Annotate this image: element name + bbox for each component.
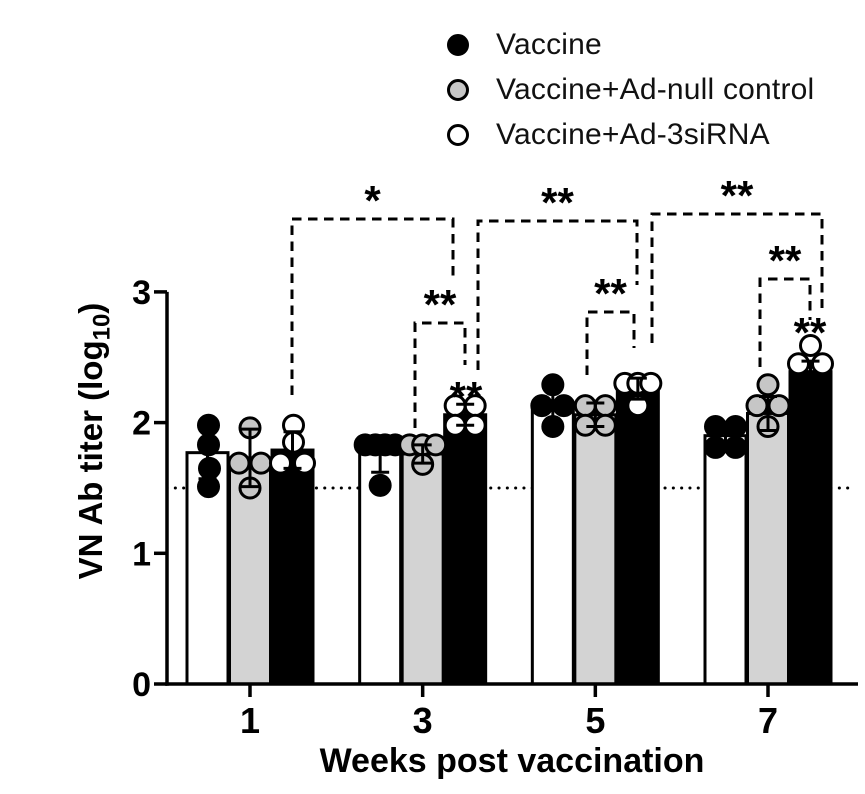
y-tick-label: 0 — [132, 666, 151, 704]
significance-bracket — [650, 212, 824, 343]
y-tick-label: 2 — [132, 405, 151, 443]
legend-item-ad-3sirna: Vaccine+Ad-3siRNA — [446, 112, 814, 157]
legend-item-label: Vaccine+Ad-null control — [496, 72, 815, 106]
legend-item-ad-null-control: Vaccine+Ad-null control — [446, 67, 814, 112]
significance-label: ** — [541, 179, 574, 226]
significance-label: ** — [424, 281, 457, 328]
legend-item-vaccine: Vaccine — [446, 22, 814, 67]
legend-item-label: Vaccine — [496, 27, 602, 61]
data-point — [293, 451, 316, 475]
x-axis-title: Weeks post vaccination — [319, 742, 705, 780]
significance-label: ** — [769, 237, 802, 284]
significance-bracket — [476, 219, 639, 370]
bar — [788, 370, 833, 686]
data-point — [756, 373, 780, 397]
significance-bracket — [585, 310, 636, 375]
bar — [746, 411, 791, 686]
data-point — [745, 394, 769, 418]
legend-item-label: Vaccine+Ad-3siRNA — [496, 117, 770, 151]
x-tick-label: 7 — [758, 700, 778, 741]
data-point — [368, 473, 392, 497]
data-point — [811, 352, 835, 376]
filled-circle-icon — [447, 33, 469, 56]
bar — [443, 413, 488, 686]
data-point — [639, 371, 663, 395]
significance-bracket — [413, 321, 467, 428]
y-axis-title-close: ) — [72, 302, 109, 314]
data-point — [787, 352, 811, 376]
y-tick-label: 3 — [132, 274, 151, 312]
open-circle-icon — [447, 123, 469, 146]
data-point — [593, 394, 617, 418]
data-point — [799, 333, 823, 357]
y-axis-title: VN Ab titer (log10) — [72, 230, 116, 652]
legend: Vaccine Vaccine+Ad-null control Vaccine+… — [446, 22, 814, 157]
bar — [615, 387, 660, 686]
significance-bracket — [290, 217, 455, 395]
significance-bracket — [758, 277, 812, 367]
data-point — [552, 394, 576, 418]
y-axis-title-subscript: 10 — [88, 313, 116, 341]
bar — [703, 434, 748, 686]
bar — [573, 413, 618, 686]
x-tick-label: 3 — [413, 700, 433, 741]
data-point — [249, 451, 273, 475]
significance-label: ** — [450, 373, 483, 420]
bar — [530, 405, 575, 686]
data-point — [704, 415, 728, 439]
significance-label: ** — [594, 270, 627, 317]
x-tick-label: 1 — [240, 700, 260, 741]
data-point — [767, 394, 791, 418]
y-tick-label: 1 — [132, 535, 151, 573]
significance-label: * — [364, 177, 381, 224]
data-point — [269, 451, 292, 475]
significance-label: ** — [721, 172, 754, 219]
bar — [400, 452, 445, 686]
gray-circle-icon — [447, 78, 469, 101]
data-point — [724, 415, 748, 439]
y-axis-title-text: VN Ab titer (log — [72, 340, 109, 580]
data-point — [573, 394, 597, 418]
significance-label: ** — [794, 309, 827, 356]
data-point — [227, 451, 251, 475]
x-tick-label: 5 — [585, 700, 605, 741]
data-point — [530, 394, 554, 418]
bar — [270, 448, 315, 686]
